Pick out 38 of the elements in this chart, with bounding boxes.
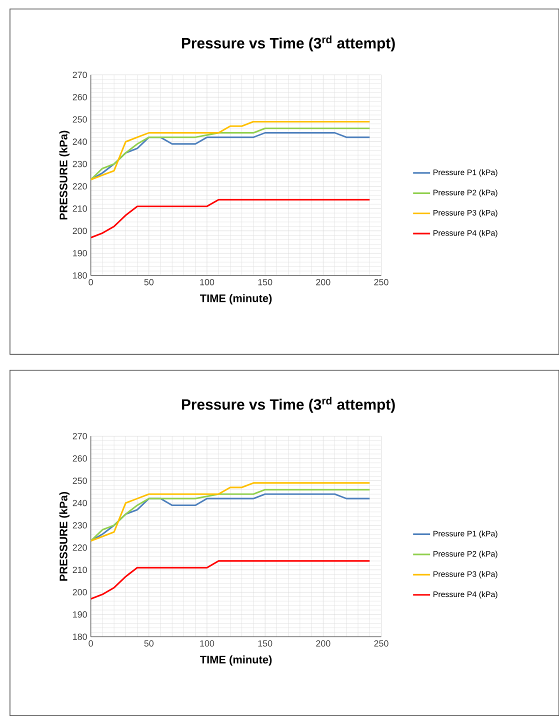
x-axis-title: TIME (minute): [200, 655, 272, 666]
y-tick-label: 210: [72, 205, 87, 212]
y-tick-label: 270: [72, 72, 87, 78]
y-tick-label: 200: [72, 228, 87, 234]
y-tick-label: 250: [72, 116, 87, 123]
x-tick-label: 150: [258, 278, 272, 286]
y-tick-label: 200: [72, 589, 87, 596]
chart-title: Pressure vs Time (3$^{rd}$ attempt): [182, 36, 395, 52]
y-tick-label: 210: [72, 566, 87, 574]
y-tick-label: 240: [72, 500, 87, 506]
y-tick-label: 260: [72, 94, 87, 100]
x-tick-label: 50: [144, 640, 154, 647]
chart-title: Pressure vs Time (3$^{rd}$ attempt): [182, 396, 395, 413]
x-tick-label: 100: [200, 640, 214, 647]
y-tick-label: 270: [72, 432, 87, 440]
y-tick-label: 230: [72, 160, 87, 168]
x-tick-label: 0: [88, 640, 93, 647]
y-tick-label: 230: [72, 522, 87, 528]
x-tick-label: 200: [316, 278, 330, 286]
x-tick-label: 150: [258, 640, 272, 647]
y-tick-label: 260: [72, 455, 87, 462]
y-tick-label: 190: [72, 611, 87, 618]
x-tick-label: 100: [200, 278, 214, 286]
x-tick-label: 250: [374, 278, 388, 286]
x-axis-title: TIME (minute): [200, 294, 272, 304]
x-tick-label: 0: [88, 278, 93, 286]
y-axis-title: PRESSURE (kPa): [59, 130, 70, 220]
y-tick-label: 250: [72, 478, 87, 484]
y-tick-label: 220: [72, 183, 87, 190]
x-tick-label: 250: [374, 640, 388, 647]
y-tick-label: 180: [72, 634, 87, 640]
x-tick-label: 200: [316, 640, 330, 647]
y-tick-label: 180: [72, 272, 87, 279]
y-tick-label: 190: [72, 250, 87, 256]
y-tick-label: 240: [72, 138, 87, 145]
y-axis-title: PRESSURE (kPa): [59, 492, 70, 581]
x-tick-label: 50: [144, 278, 154, 286]
y-tick-label: 220: [72, 544, 87, 551]
